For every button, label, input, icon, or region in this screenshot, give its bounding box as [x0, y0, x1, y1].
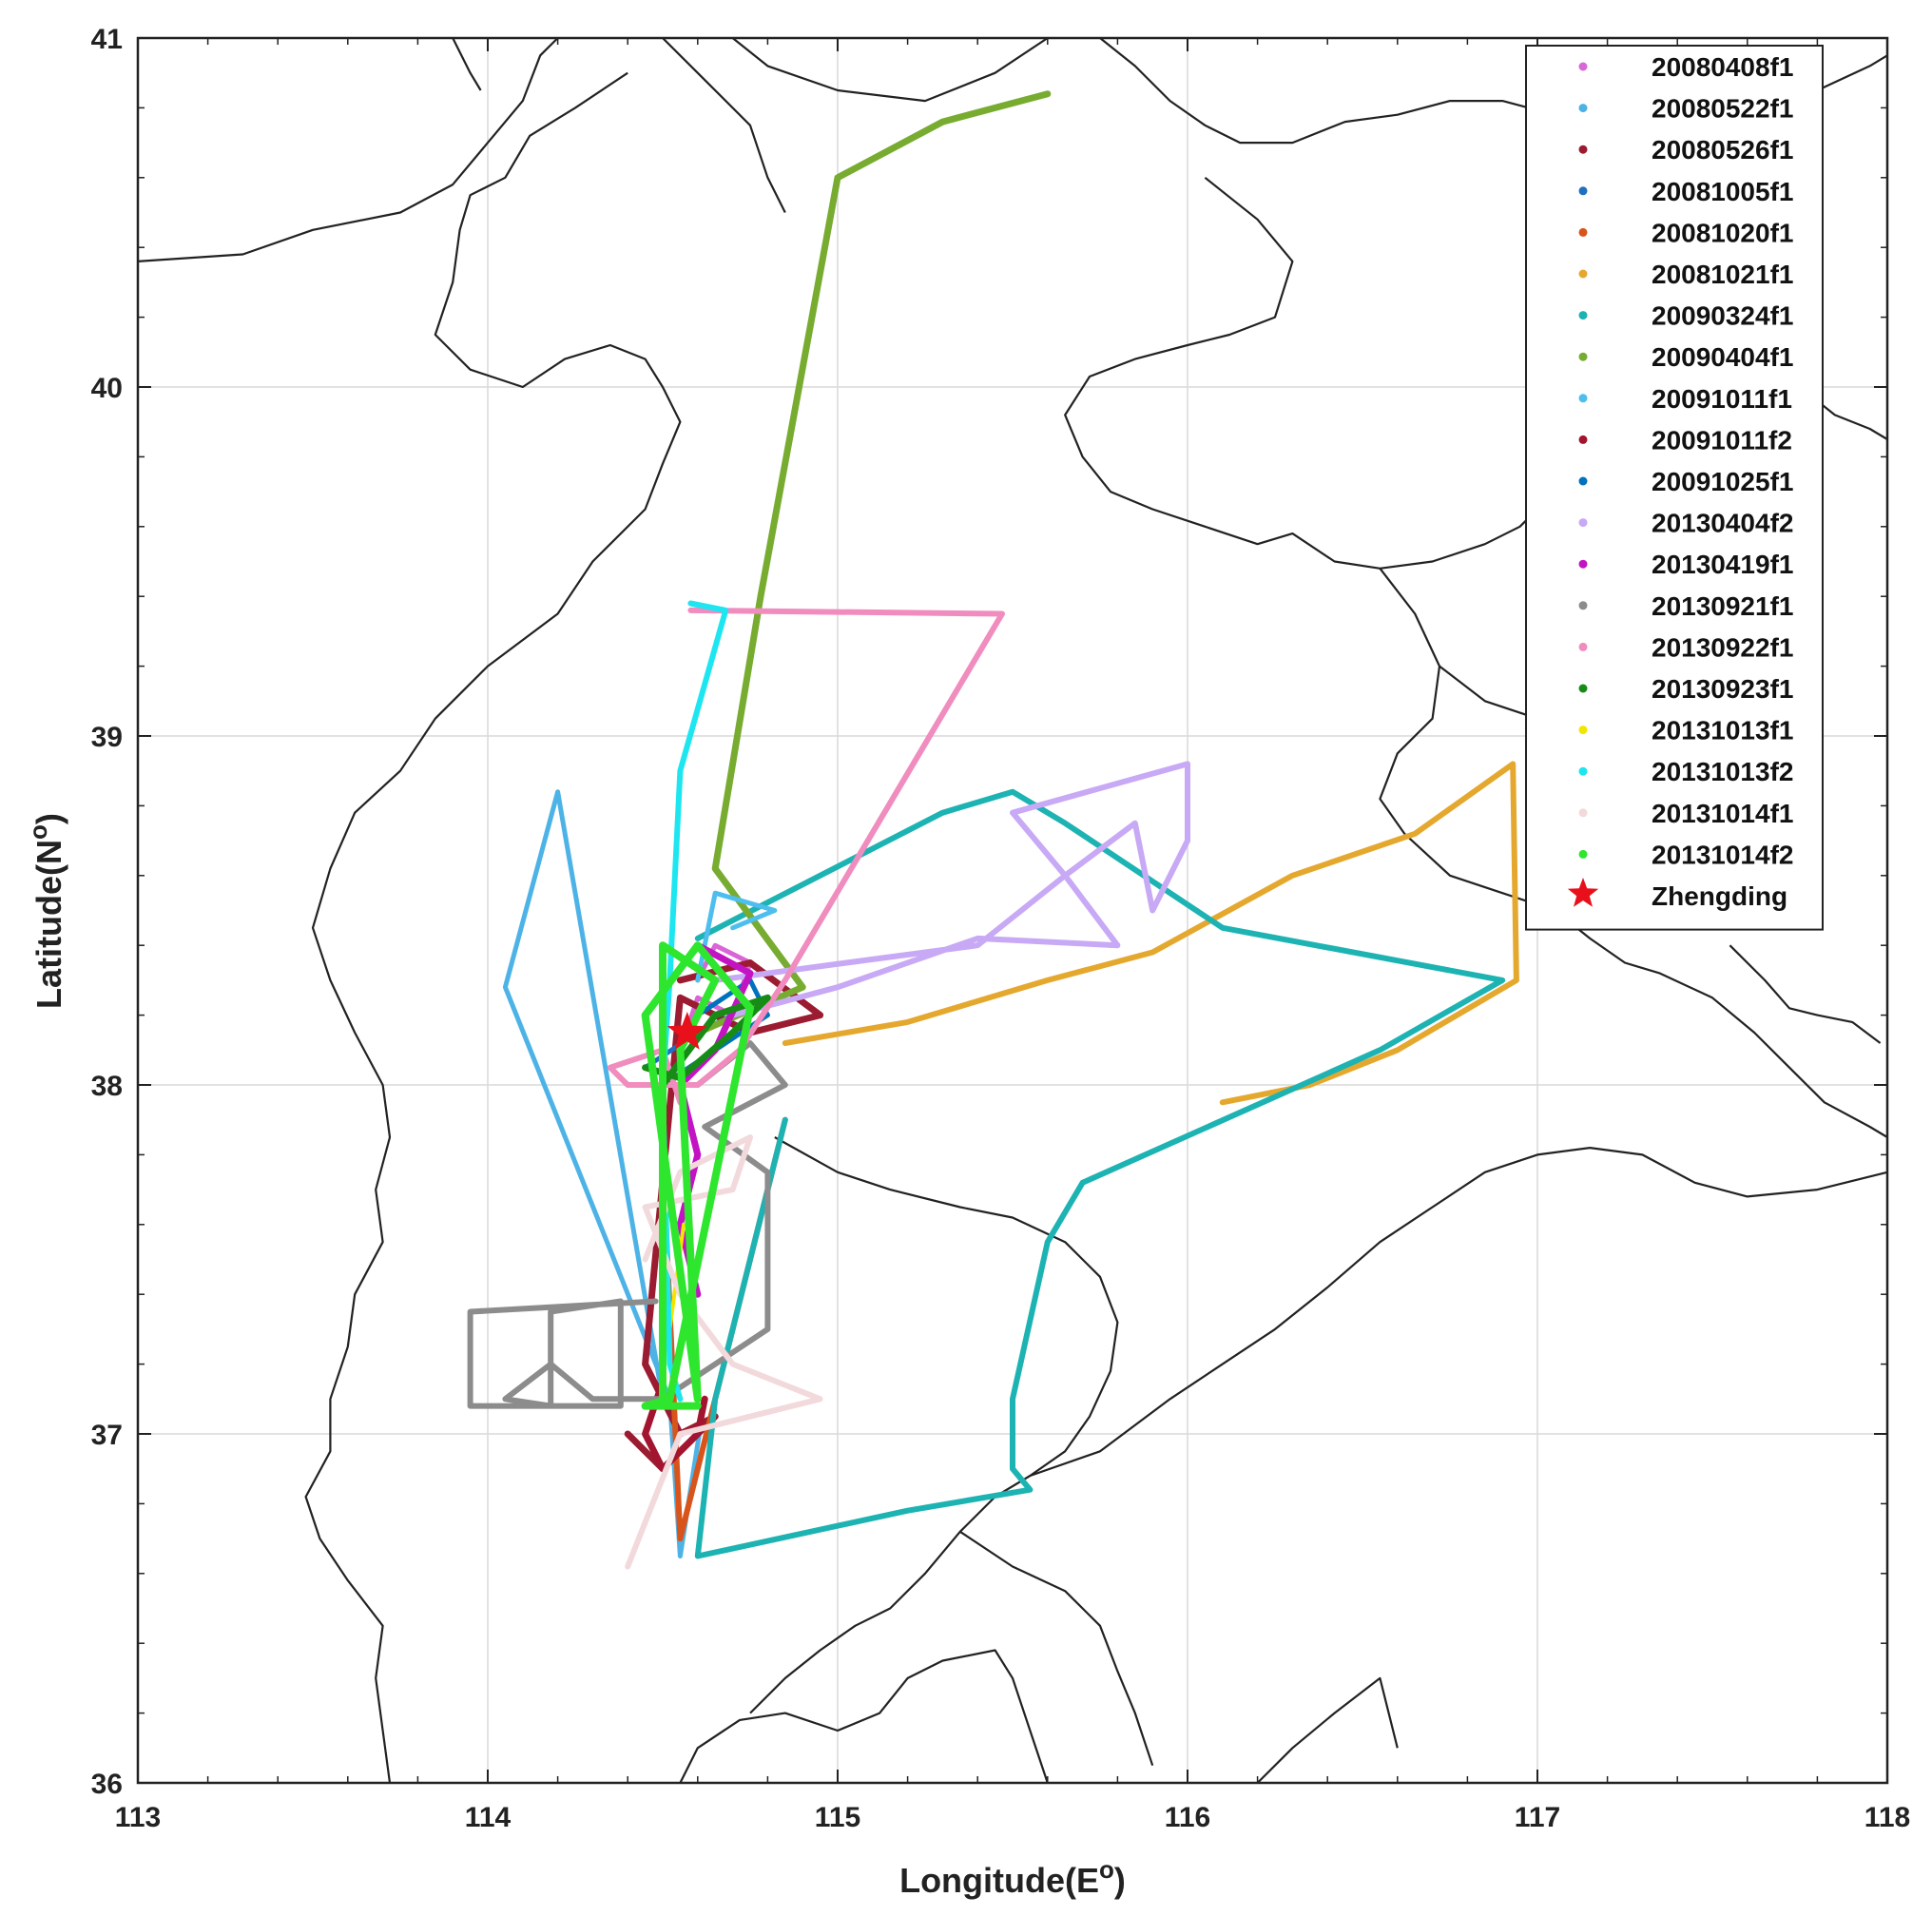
legend-label: 20091011f1 [1652, 384, 1792, 414]
legend-label: 20080526f1 [1652, 135, 1793, 165]
boundary-line [1256, 1676, 1399, 1784]
legend-label: 20130419f1 [1652, 550, 1793, 579]
legend-label: 20130404f2 [1652, 509, 1793, 538]
legend-label: 20131013f2 [1652, 757, 1793, 786]
x-tick-label: 115 [815, 1802, 860, 1833]
plot-frame [136, 36, 1889, 1785]
legend-swatch [1578, 518, 1588, 528]
boundary-line [1729, 944, 1882, 1044]
legend-label: 20081020f1 [1652, 218, 1793, 247]
legend-swatch [1578, 186, 1588, 196]
legend-label: 20131013f1 [1652, 716, 1793, 745]
y-tick-label: 38 [91, 1071, 123, 1102]
legend-star-icon [1567, 878, 1599, 907]
legend-swatch [1578, 62, 1588, 71]
legend-swatch [1578, 559, 1588, 569]
track-20130921f1 [467, 1040, 788, 1409]
legend-swatch [1578, 227, 1588, 237]
legend-label: 20091011f2 [1652, 425, 1792, 455]
x-tick-label: 117 [1515, 1802, 1560, 1833]
flight-tracks [467, 90, 1519, 1570]
y-tick-label: 37 [91, 1420, 123, 1451]
legend-label: 20130923f1 [1652, 674, 1793, 704]
legend-swatch [1578, 104, 1588, 113]
zhengding-star-marker [667, 1012, 707, 1050]
legend-swatch [1578, 684, 1588, 693]
legend-label: 20081005f1 [1652, 177, 1793, 206]
legend-label: 20080522f1 [1652, 94, 1793, 124]
legend-label: 20091025f1 [1652, 467, 1793, 496]
boundary-line [959, 1530, 1154, 1767]
legend-box [1525, 45, 1824, 931]
x-tick-label: 114 [465, 1802, 512, 1833]
legend-swatch [1578, 726, 1588, 735]
boundary-line [679, 1649, 1049, 1784]
legend-swatch [1578, 849, 1588, 859]
boundary-line [452, 37, 482, 91]
legend-swatch [1578, 145, 1588, 154]
legend-label: 20080408f1 [1652, 52, 1793, 82]
boundary-line [749, 1136, 1119, 1714]
boundary-line [137, 37, 559, 262]
legend: 20080408f1 20080522f1 20080526f1 20081005f1… [1525, 45, 1824, 931]
legend-swatch [1578, 476, 1588, 486]
track-20081021f1 [782, 761, 1519, 1106]
x-tick-label: 113 [115, 1802, 161, 1833]
legend-swatch [1578, 435, 1588, 444]
legend-label: 20130922f1 [1652, 632, 1793, 662]
legend-label: 20131014f2 [1652, 840, 1793, 869]
legend-swatch [1578, 808, 1588, 818]
y-tick-label: 41 [91, 24, 123, 55]
track-20090404f1 [694, 90, 1052, 1036]
legend-label: 20130921f1 [1652, 591, 1793, 621]
legend-swatch [1578, 352, 1588, 361]
boundary-line [731, 37, 1049, 103]
legend-swatch [1578, 766, 1588, 776]
legend-swatch [1578, 642, 1588, 651]
x-tick-label: 118 [1864, 1802, 1910, 1833]
legend-label: 20131014f1 [1652, 799, 1793, 828]
site-markers [667, 1012, 707, 1050]
track-20091011f2 [642, 1378, 708, 1473]
legend-label: 20090324f1 [1652, 301, 1793, 331]
legend-swatch [1578, 394, 1588, 403]
track-20131013f1 [667, 1222, 686, 1331]
track-20131014f2 [641, 941, 754, 1410]
legend-swatch [1578, 311, 1588, 320]
y-tick-label: 39 [91, 722, 123, 753]
axis-ticks: 113 114 115 116 117 118 36 37 38 39 40 41 [91, 24, 1911, 1833]
boundary-line [1030, 1146, 1888, 1478]
y-axis-title: Latitude(No) [24, 813, 68, 1009]
track-20130404f2 [712, 761, 1190, 1018]
track-20130922f1 [607, 607, 1005, 1106]
boundary-line [304, 71, 682, 1784]
legend-swatch [1578, 601, 1588, 610]
x-axis-title: Longitude(Eo) [899, 1855, 1126, 1900]
y-tick-label: 40 [91, 373, 123, 404]
legend-label: 20090404f1 [1652, 342, 1793, 372]
legend-label: 20081021f1 [1652, 260, 1793, 289]
boundary-line [662, 37, 786, 213]
legend-swatch [1578, 269, 1588, 279]
legend-label: Zhengding [1652, 881, 1787, 911]
track-20091011f1 [695, 890, 778, 983]
x-tick-label: 116 [1165, 1802, 1210, 1833]
y-tick-label: 36 [91, 1769, 123, 1800]
